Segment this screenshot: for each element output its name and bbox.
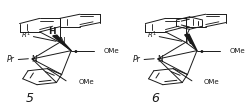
Text: OMe: OMe — [228, 48, 244, 54]
Text: OMe: OMe — [78, 79, 93, 85]
Text: N: N — [156, 55, 162, 64]
Text: $R^1$: $R^1$ — [21, 29, 31, 41]
Text: N: N — [59, 37, 65, 46]
Polygon shape — [52, 35, 71, 51]
Text: OMe: OMe — [103, 48, 118, 54]
Text: •: • — [72, 47, 78, 57]
Text: Pr: Pr — [132, 55, 140, 64]
Text: 6: 6 — [151, 92, 159, 105]
Text: $R^1$: $R^1$ — [146, 29, 156, 41]
Text: 5: 5 — [25, 92, 34, 105]
Text: Pr: Pr — [7, 55, 15, 64]
Text: N: N — [31, 55, 37, 64]
Text: •: • — [198, 47, 204, 57]
Text: H: H — [48, 27, 56, 36]
Polygon shape — [184, 34, 196, 51]
Text: OMe: OMe — [203, 79, 219, 85]
Text: N: N — [184, 37, 190, 46]
